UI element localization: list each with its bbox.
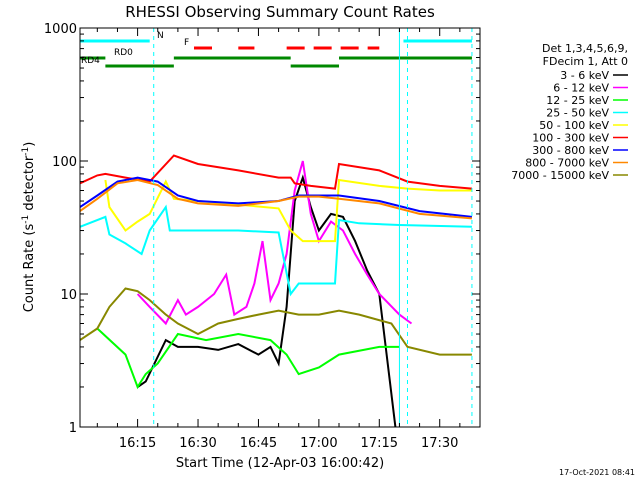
legend-label-1: 6 - 12 keV: [553, 82, 609, 95]
plot-frame: [79, 27, 481, 428]
series-line-1: [136, 160, 413, 326]
x-tick-label-5: 17:30: [421, 436, 458, 451]
series-layer: [79, 154, 473, 428]
y-tick-label-3: 1000: [44, 22, 77, 37]
x-tick-label-1: 16:30: [179, 436, 216, 451]
timestamp: 17-Oct-2021 08:41: [559, 468, 635, 477]
series-line-4: [104, 178, 472, 243]
y-axis-label-sup: -1: [21, 215, 31, 224]
mode-flags: N F RD0 RD4: [80, 31, 472, 68]
series-line-2: [96, 327, 400, 390]
legend-label-4: 50 - 100 keV: [539, 119, 609, 132]
legend-header-line1: Det 1,3,4,5,6,9,: [542, 42, 628, 55]
y-axis-label: Count Rate (s-1 detector-1): [21, 142, 37, 313]
chart-title: RHESSI Observing Summary Count Rates: [125, 3, 435, 21]
y-axis-label-main: Count Rate (s: [22, 224, 37, 313]
flag-label-f: F: [184, 38, 189, 48]
x-tick-label-4: 17:15: [361, 436, 398, 451]
legend-label-2: 12 - 25 keV: [546, 94, 609, 107]
y-tick-label-1: 10: [60, 288, 77, 303]
y-axis-label-close: ): [22, 142, 37, 147]
y-axis: 1 10 100 1000: [44, 22, 480, 436]
series-line-7: [79, 178, 472, 220]
x-axis-label: Start Time (12-Apr-03 16:00:42): [176, 456, 384, 471]
x-axis: 16:15 16:30 16:45 17:00 17:15 17:30: [96, 28, 481, 451]
series-line-6: [79, 176, 473, 218]
series-line-0: [137, 174, 397, 428]
legend-label-0: 3 - 6 keV: [560, 69, 609, 82]
y-tick-label-2: 100: [52, 155, 77, 170]
series-line-3: [79, 204, 472, 297]
legend-label-5: 100 - 300 keV: [532, 132, 609, 145]
y-axis-label-sup2: -1: [21, 147, 31, 156]
x-tick-label-3: 17:00: [300, 436, 337, 451]
legend-header-line2: FDecim 1, Att 0: [543, 55, 628, 68]
series-line-8: [79, 287, 472, 356]
x-tick-label-2: 16:45: [240, 436, 277, 451]
legend-label-3: 25 - 50 keV: [546, 107, 609, 120]
flag-label-rd0: RD0: [114, 48, 133, 58]
flag-label-n: N: [157, 31, 164, 41]
x-tick-label-0: 16:15: [119, 436, 156, 451]
time-markers: [79, 28, 473, 427]
series-line-5: [79, 154, 472, 190]
y-tick-label-0: 1: [69, 421, 77, 436]
legend-label-8: 7000 - 15000 keV: [511, 169, 609, 182]
flag-label-rd4: RD4: [81, 56, 100, 66]
legend-label-6: 300 - 800 keV: [532, 144, 609, 157]
y-axis-label-tail: detector: [22, 155, 37, 215]
legend-label-7: 800 - 7000 keV: [525, 157, 609, 170]
